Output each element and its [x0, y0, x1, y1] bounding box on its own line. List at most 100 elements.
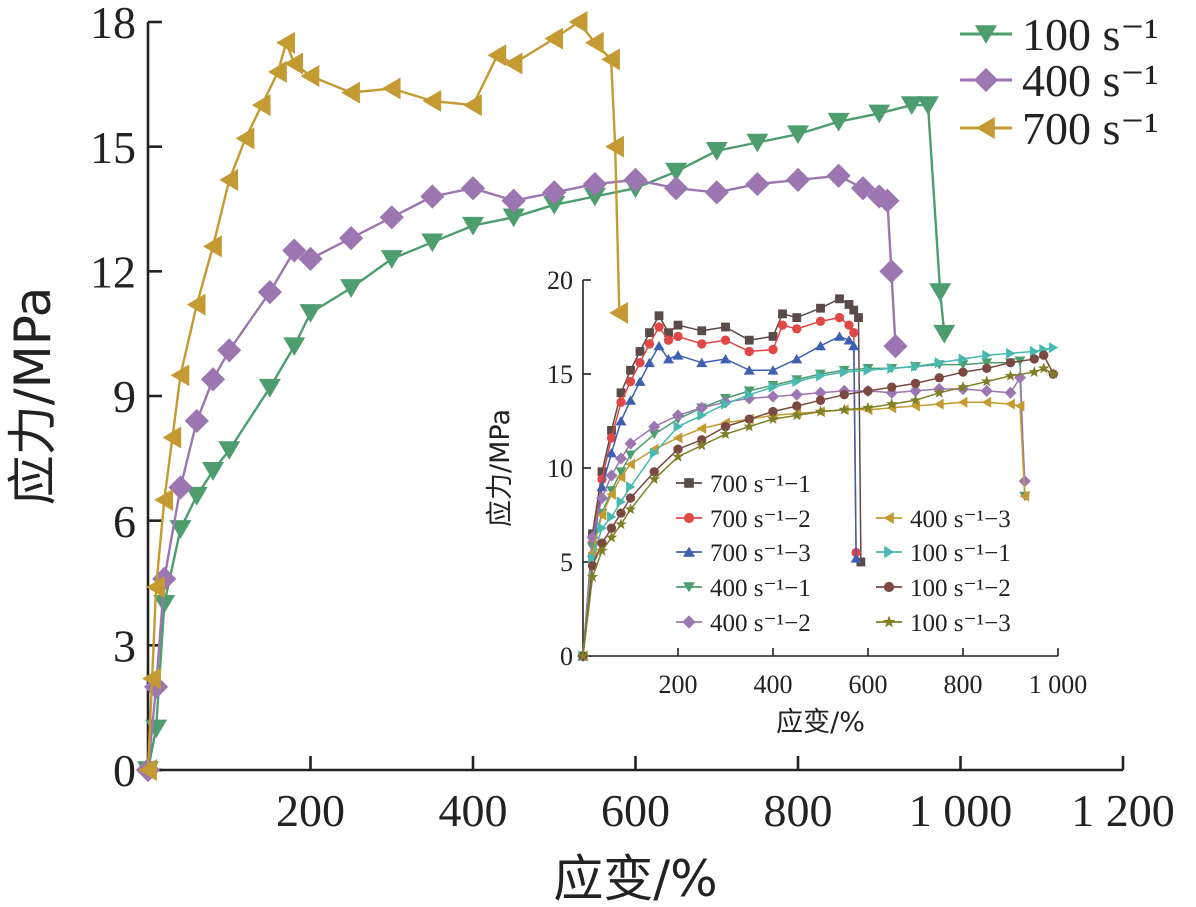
data-point [635, 347, 645, 356]
data-point [744, 335, 754, 345]
data-point [1004, 386, 1017, 399]
data-point [957, 381, 969, 393]
data-point [1028, 366, 1041, 378]
data-point [644, 357, 655, 368]
data-point [605, 469, 618, 482]
data-point [587, 542, 598, 552]
data-point [875, 188, 900, 213]
data-point [665, 162, 688, 182]
data-point [792, 324, 802, 334]
data-point [615, 416, 627, 426]
legend-item: 100 s⁻¹−3 [876, 610, 1011, 637]
data-point [663, 354, 674, 364]
data-point [503, 52, 523, 75]
data-point [616, 397, 626, 407]
legend: 700 s⁻¹−1 700 s⁻¹−2 700 s⁻¹−3 400 s⁻¹−1 400 … [676, 471, 1011, 637]
data-point [609, 301, 629, 324]
data-point [815, 395, 826, 405]
legend-item: 700 s⁻¹−2 [676, 506, 811, 533]
y-axis-title: 应力/MPa [4, 287, 62, 506]
data-point [909, 394, 922, 406]
legend-label: 100 s⁻¹−3 [910, 610, 1011, 637]
data-point [606, 433, 617, 443]
data-point [379, 205, 404, 230]
data-point [1006, 347, 1016, 359]
data-point [1015, 400, 1025, 412]
series [138, 11, 629, 781]
data-point [298, 246, 323, 271]
data-point [743, 365, 755, 375]
data-point [768, 332, 778, 341]
data-point [1039, 350, 1049, 360]
series-line [582, 360, 1026, 657]
data-point [768, 344, 778, 355]
data-point [887, 382, 897, 392]
data-point [341, 81, 360, 104]
x-tick-label: 400 [439, 785, 508, 836]
data-point [980, 384, 993, 397]
legend-label: 100 s⁻¹ [1022, 9, 1158, 60]
x-tick-label: 1 000 [909, 785, 1013, 836]
main-chart: 200 400 600 800 1 000 1 2000369121518应变/%应力/M… [4, 0, 1175, 907]
data-point [778, 309, 787, 319]
data-point [283, 337, 306, 357]
data-point [958, 396, 968, 408]
data-point [588, 552, 598, 564]
data-point [958, 367, 968, 377]
data-point [863, 386, 873, 396]
data-point [785, 167, 811, 193]
data-point [834, 312, 845, 323]
data-point [596, 544, 608, 556]
data-point [835, 294, 844, 304]
y-tick-label: 0 [113, 745, 136, 796]
data-point [596, 481, 608, 492]
data-point [1029, 354, 1039, 364]
legend-item: 400 s⁻¹−3 [876, 506, 1011, 533]
data-point [868, 104, 891, 124]
y-tick-label: 12 [90, 246, 136, 297]
series [577, 331, 862, 661]
data-point [583, 187, 606, 207]
data-point [933, 324, 956, 344]
data-point [695, 401, 708, 414]
data-point [1047, 367, 1060, 379]
data-point [568, 11, 588, 33]
data-point [929, 283, 952, 303]
y-tick-label: 5 [560, 548, 573, 577]
data-point [911, 360, 921, 372]
data-point [885, 386, 898, 399]
data-point [909, 384, 922, 397]
data-point [648, 429, 660, 440]
data-point [542, 180, 567, 205]
y-tick-label: 6 [113, 496, 136, 547]
legend-item: 700 s⁻¹−1 [676, 471, 811, 498]
data-point [381, 77, 401, 100]
data-point [697, 326, 707, 336]
data-point [839, 366, 850, 378]
data-point [719, 428, 732, 440]
data-point [648, 473, 661, 485]
data-point [910, 378, 921, 389]
data-point [815, 340, 826, 351]
data-point [673, 432, 683, 444]
data-point [626, 365, 635, 375]
data-point [153, 594, 176, 614]
data-point [934, 357, 945, 369]
data-point [624, 437, 637, 450]
data-point [672, 450, 684, 462]
x-tick-label: 200 [276, 785, 345, 836]
data-point [626, 481, 636, 493]
data-point [615, 467, 627, 477]
y-tick-label: 0 [560, 642, 573, 671]
data-point [284, 52, 304, 75]
data-point [900, 96, 923, 116]
data-point [720, 354, 731, 364]
data-point [791, 354, 803, 364]
data-point [502, 208, 525, 228]
data-point [863, 364, 873, 376]
series-line [146, 174, 897, 771]
data-point [251, 94, 271, 117]
data-point [766, 390, 780, 403]
data-point [625, 395, 636, 405]
data-point [862, 401, 874, 413]
